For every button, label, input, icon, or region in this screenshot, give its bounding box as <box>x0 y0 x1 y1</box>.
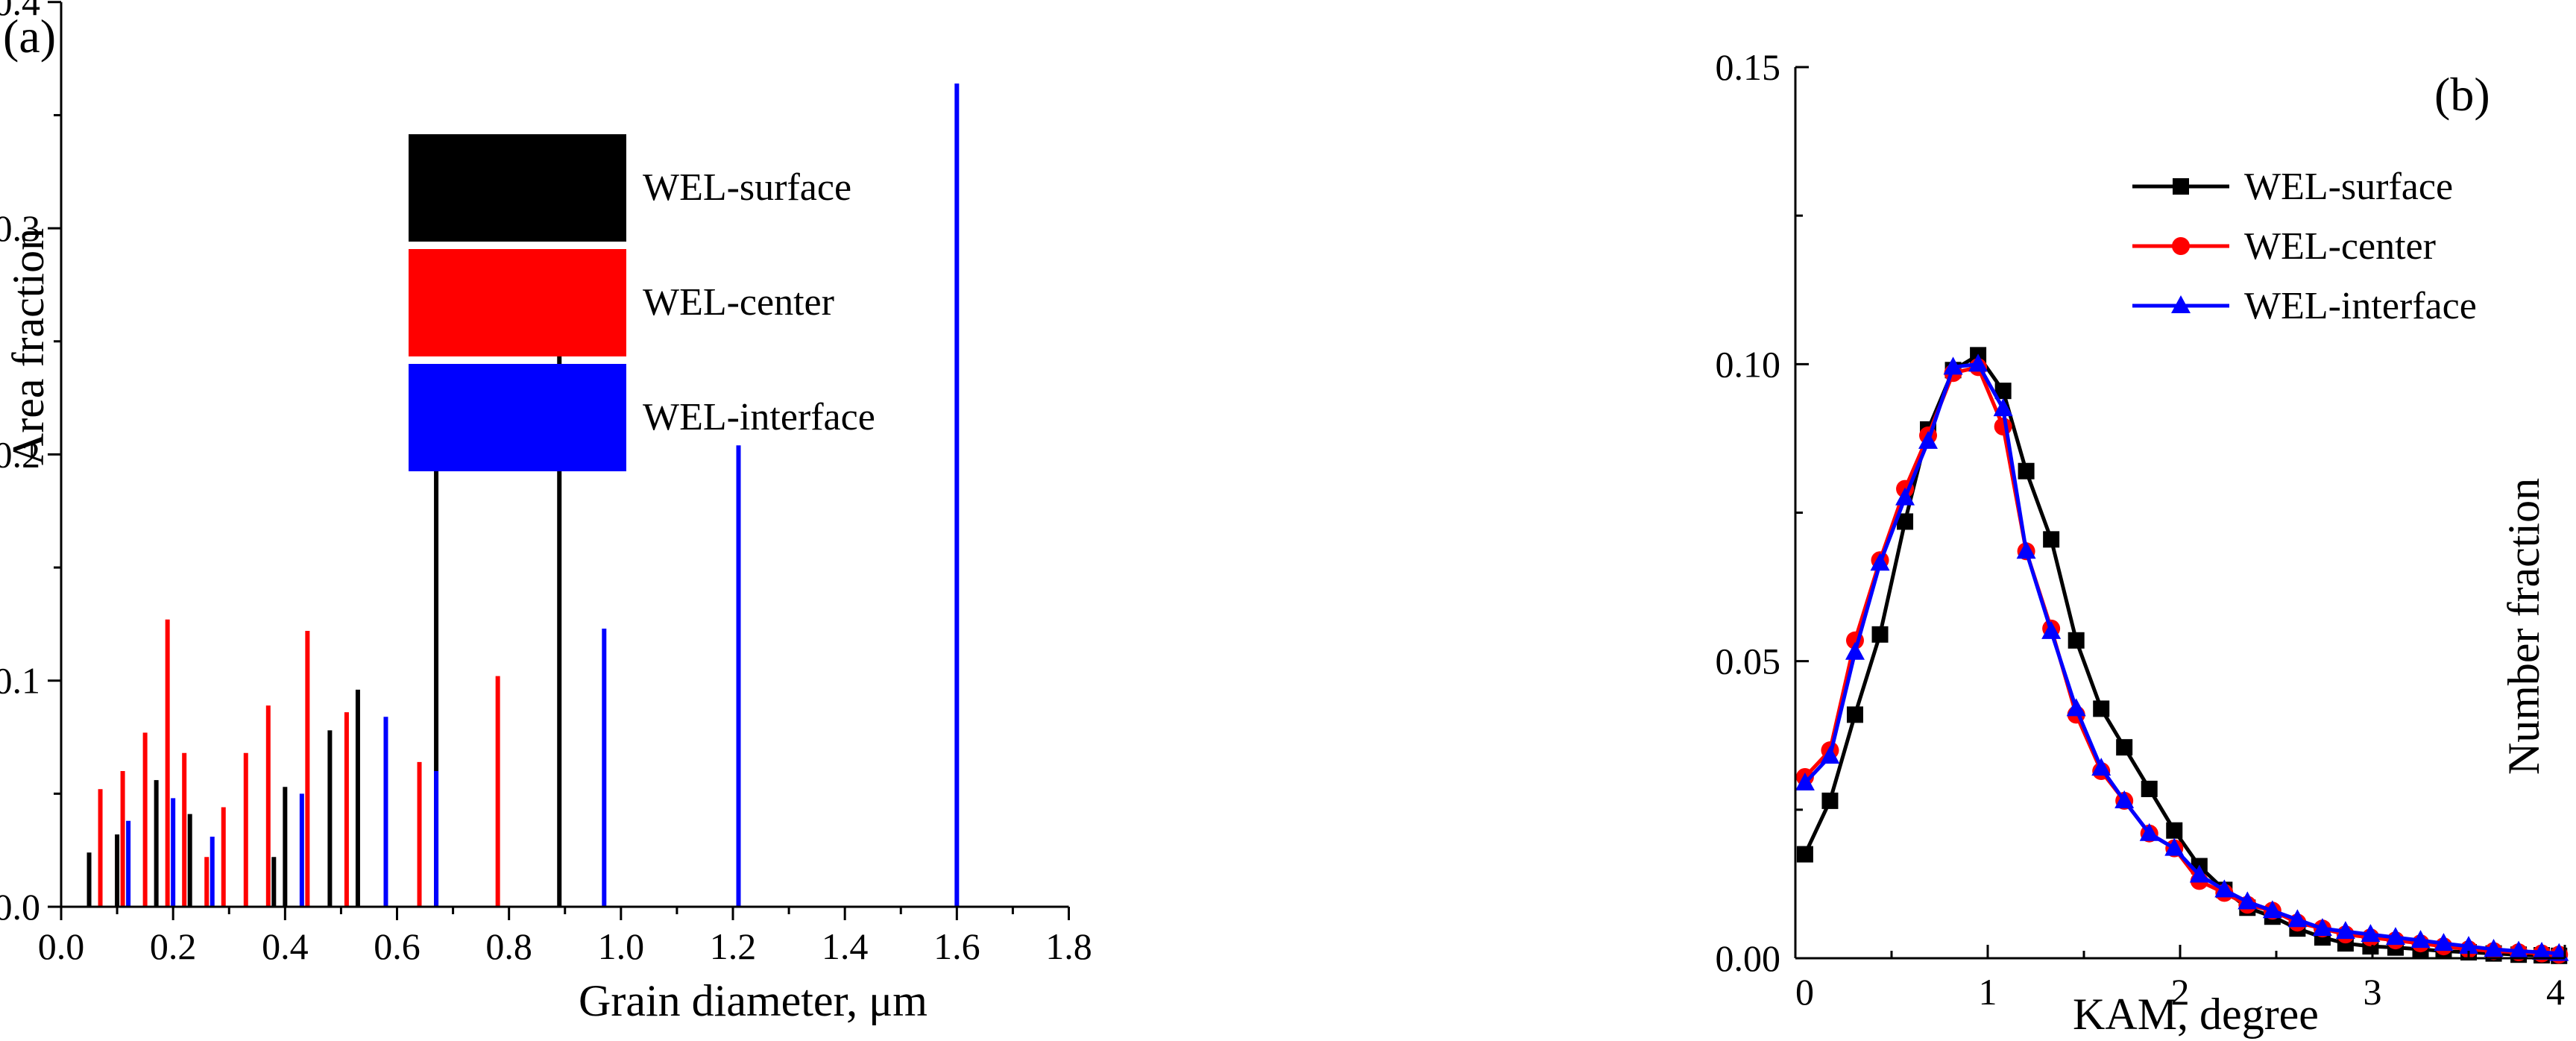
point-wel-surface <box>1897 513 1914 530</box>
point-wel-interface <box>1795 772 1815 790</box>
point-wel-interface <box>2214 879 2235 898</box>
legend-a: WEL-surface WEL-center WEL-interface <box>409 134 875 471</box>
point-wel-interface <box>2164 837 2185 856</box>
point-wel-interface <box>2532 942 2552 960</box>
point-wel-interface <box>2016 541 2036 559</box>
legend-marker-wel-interface <box>2171 295 2191 313</box>
x-tick-label-b: 1 <box>1979 971 1997 1013</box>
point-wel-surface <box>2166 822 2183 839</box>
point-wel-interface <box>1918 430 1939 449</box>
x-tick-label-a: 1.2 <box>710 925 757 967</box>
x-tick-label-a: 0.8 <box>485 925 532 967</box>
x-tick-label-a: 0.4 <box>262 925 309 967</box>
x-tick-label-b: 0 <box>1795 971 1814 1013</box>
point-wel-interface <box>2385 927 2405 946</box>
point-wel-interface <box>2410 930 2431 949</box>
point-wel-interface <box>1943 356 1963 375</box>
point-wel-interface <box>1993 398 2013 417</box>
point-wel-interface <box>1870 553 1890 571</box>
point-wel-interface <box>2066 698 2086 717</box>
point-wel-surface <box>1994 383 2012 400</box>
point-wel-interface <box>2459 936 2478 954</box>
y-tick-label-a: 0.0 <box>0 886 40 928</box>
point-wel-interface <box>2335 921 2355 940</box>
point-wel-surface <box>2043 531 2060 548</box>
legend-swatch-center <box>409 249 626 356</box>
x-axis-title-a: Grain diameter, μm <box>579 976 928 1025</box>
line-wel-surface <box>1803 353 2560 958</box>
point-wel-interface <box>2238 891 2258 910</box>
x-tick-label-b: 4 <box>2546 971 2565 1013</box>
legend-b: WEL-surface WEL-center WEL-interface <box>2132 166 2477 327</box>
point-wel-interface <box>2509 940 2529 959</box>
x-tick-label-a: 0.0 <box>38 925 85 967</box>
point-wel-interface <box>2262 900 2282 919</box>
series-group <box>1795 347 2569 964</box>
point-wel-surface <box>2141 780 2158 797</box>
point-wel-interface <box>2484 939 2504 957</box>
y-tick-label-b: 0.00 <box>1716 937 1781 979</box>
point-wel-surface <box>1821 792 1839 809</box>
point-wel-interface <box>1820 746 1840 764</box>
point-wel-interface <box>2287 909 2308 928</box>
legend-swatch-interface <box>409 364 626 471</box>
panel-label-a: (a) <box>3 10 56 63</box>
point-wel-interface <box>1895 487 1915 506</box>
y-tick-label-b: 0.15 <box>1716 46 1781 88</box>
bar-chart-grain-diameter: (a) 0.0 0.2 0.4 0.6 0.8 1.0 1.2 1.4 1.6 1.8 0.0 0.1… <box>0 0 1092 1025</box>
legend-label-surface: WEL-surface <box>643 166 851 209</box>
legend-marker-wel-surface <box>2173 178 2189 195</box>
point-wel-interface <box>2312 918 2332 937</box>
y-axis-title-b: Number fraction <box>2499 478 2548 775</box>
point-wel-surface <box>1846 706 1863 723</box>
y-tick-label-b: 0.10 <box>1716 343 1781 385</box>
point-wel-surface <box>2093 700 2110 717</box>
ticks-b: 0 1 2 3 4 0.00 0.05 0.10 0.15 <box>1716 46 2566 1013</box>
y-tick-label-a: 0.3 <box>0 207 40 249</box>
point-wel-interface <box>2041 620 2062 639</box>
y-tick-label-a: 0.2 <box>0 433 40 475</box>
x-tick-label-a: 1.4 <box>822 925 869 967</box>
point-wel-surface <box>1796 846 1813 863</box>
legend-label-wel-center: WEL-center <box>2244 225 2436 268</box>
point-wel-interface <box>2091 758 2111 776</box>
y-tick-label-a: 0.4 <box>0 0 40 23</box>
y-tick-label-b: 0.05 <box>1716 641 1781 682</box>
point-wel-surface <box>1871 626 1889 643</box>
line-wel-center <box>1804 365 2560 957</box>
x-tick-label-a: 0.6 <box>374 925 421 967</box>
legend-label-interface: WEL-interface <box>643 396 875 438</box>
x-tick-label-a: 1.0 <box>598 925 645 967</box>
x-axis-title-b: KAM, degree <box>2073 990 2319 1039</box>
legend-label-wel-surface: WEL-surface <box>2244 166 2453 208</box>
panel-label-b: (b) <box>2434 68 2490 121</box>
point-wel-surface <box>2116 739 2133 756</box>
point-wel-interface <box>2361 924 2381 943</box>
point-wel-interface <box>1968 353 1988 372</box>
y-axis-title-a: Area fraction <box>4 228 53 465</box>
x-tick-label-a: 1.6 <box>933 925 980 967</box>
ticks-a: 0.0 0.2 0.4 0.6 0.8 1.0 1.2 1.4 1.6 1.8 0.0 0.1 0.2 0… <box>0 0 1092 967</box>
line-chart-kam: (b) 0 1 2 3 4 0.00 0.05 0.10 0.15 KAM, degree Nu… <box>1716 46 2569 1039</box>
point-wel-surface <box>2068 632 2085 649</box>
y-tick-label-a: 0.1 <box>0 660 40 702</box>
legend-marker-wel-center <box>2172 237 2190 255</box>
point-wel-interface <box>1845 641 1865 660</box>
point-wel-interface <box>2139 823 2159 841</box>
legend-label-wel-interface: WEL-interface <box>2244 285 2477 327</box>
legend-swatch-surface <box>409 134 626 242</box>
point-wel-interface <box>2189 864 2209 883</box>
point-wel-interface <box>2434 933 2454 952</box>
x-tick-label-b: 3 <box>2364 971 2382 1013</box>
x-tick-label-a: 0.2 <box>150 925 197 967</box>
x-tick-label-a: 1.8 <box>1045 925 1092 967</box>
line-wel-interface <box>1804 362 2560 956</box>
legend-label-center: WEL-center <box>643 281 834 324</box>
x-tick-label-b: 2 <box>2171 971 2190 1013</box>
point-wel-surface <box>2018 462 2035 479</box>
point-wel-interface <box>2114 790 2135 808</box>
